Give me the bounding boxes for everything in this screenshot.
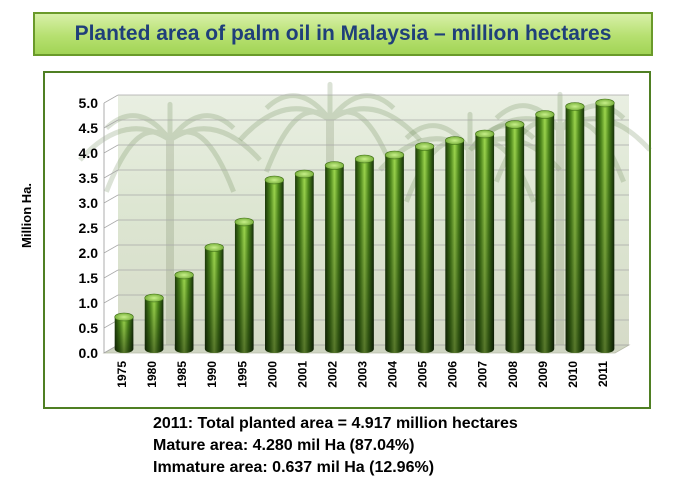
- bar: [144, 293, 164, 353]
- bar-shade: [595, 103, 615, 353]
- bar-cap: [414, 142, 435, 151]
- bar-cap: [324, 161, 345, 170]
- bar-cap: [114, 312, 134, 322]
- bar-cap: [565, 102, 585, 111]
- bar: [294, 169, 315, 353]
- bar-cap: [234, 217, 254, 227]
- y-tick-label: 4.5: [79, 120, 99, 136]
- bar-cap: [354, 154, 375, 164]
- bar-shade: [114, 317, 134, 353]
- summary-notes: 2011: Total planted area = 4.917 million…: [153, 413, 518, 479]
- x-tick-label: 2001: [295, 361, 309, 388]
- bar-shade: [385, 155, 404, 353]
- bar-cap: [384, 150, 405, 160]
- bar: [204, 243, 224, 353]
- palm-silhouette: [78, 101, 262, 345]
- bar-shade: [234, 222, 254, 353]
- bar-cap: [264, 175, 284, 185]
- bar: [324, 161, 345, 353]
- bar-shade: [265, 180, 284, 353]
- x-tick-label: 2004: [386, 361, 400, 388]
- bar: [475, 129, 495, 353]
- x-tick-label: 2003: [356, 361, 370, 388]
- bar-cap: [144, 293, 164, 303]
- y-tick-label: 1.0: [79, 295, 99, 311]
- bar-cap: [174, 270, 194, 280]
- bar: [595, 98, 615, 353]
- x-tick-label: 2010: [566, 361, 580, 388]
- bar: [384, 150, 405, 353]
- gridline-side: [103, 194, 119, 204]
- gridline-side: [103, 119, 119, 129]
- bar-cap: [204, 243, 224, 252]
- bar-shade: [174, 275, 194, 353]
- bar: [174, 270, 194, 353]
- gridline-side: [103, 169, 119, 179]
- x-tick-label: 2002: [325, 361, 339, 388]
- bar-shade: [505, 124, 525, 353]
- gridline-side: [103, 219, 119, 229]
- gridline-side: [103, 144, 119, 154]
- bar: [354, 154, 375, 353]
- y-tick-label: 0.0: [79, 345, 99, 361]
- bar-shade: [295, 174, 314, 353]
- bar: [565, 102, 585, 353]
- y-tick-label: 5.0: [79, 95, 99, 111]
- bar: [414, 142, 435, 353]
- bar-shade: [144, 298, 164, 353]
- x-tick-label: 1985: [175, 361, 189, 388]
- gridline-side: [103, 244, 119, 254]
- gridline-side: [103, 269, 119, 279]
- y-tick-label: 4.0: [79, 145, 99, 161]
- chart-title-banner: Planted area of palm oil in Malaysia – m…: [33, 12, 653, 56]
- total-area-note: 2011: Total planted area = 4.917 million…: [153, 415, 518, 432]
- x-tick-label: 1995: [235, 361, 249, 388]
- bar: [535, 110, 555, 353]
- y-tick-label: 2.5: [79, 220, 99, 236]
- x-tick-label: 2005: [416, 361, 430, 388]
- x-tick-label: 1980: [145, 361, 159, 388]
- bar-cap: [505, 120, 525, 129]
- x-tick-label: 2011: [596, 361, 610, 387]
- bar-cap: [294, 169, 315, 179]
- bar: [114, 312, 134, 353]
- bar-cap: [595, 98, 615, 108]
- x-tick-label: 2007: [476, 361, 490, 388]
- bar-shade: [325, 165, 344, 353]
- y-tick-label: 2.0: [79, 245, 99, 261]
- bar-shade: [445, 140, 464, 353]
- gridline-side: [103, 294, 119, 304]
- bar: [445, 136, 465, 353]
- bar-shade: [565, 106, 585, 353]
- x-tick-label: 2008: [506, 361, 520, 388]
- bar-shade: [475, 134, 495, 353]
- gridline-side: [103, 94, 119, 104]
- bar-shade: [204, 247, 224, 353]
- y-tick-label: 0.5: [79, 320, 99, 336]
- bar-shade: [535, 114, 555, 353]
- bar-shade: [415, 146, 434, 353]
- bar-cap: [475, 129, 495, 139]
- y-tick-label: 1.5: [79, 270, 99, 286]
- chart-title: Planted area of palm oil in Malaysia – m…: [74, 22, 612, 45]
- y-tick-label: 3.5: [79, 170, 99, 186]
- x-tick-label: 1990: [205, 361, 219, 388]
- bar-shade: [355, 159, 374, 353]
- x-tick-label: 1975: [115, 361, 129, 388]
- bar-cap: [445, 136, 465, 145]
- bar: [264, 175, 284, 353]
- immature-area-note: Immature area: 0.637 mil Ha (12.96%): [153, 459, 435, 476]
- mature-area-note: Mature area: 4.280 mil Ha (87.04%): [153, 437, 415, 454]
- bar-cap: [535, 110, 555, 119]
- x-tick-label: 2000: [265, 361, 279, 388]
- x-tick-label: 2009: [536, 361, 550, 388]
- y-tick-label: 3.0: [79, 195, 99, 211]
- bar: [505, 120, 525, 353]
- x-tick-label: 2006: [446, 361, 460, 388]
- bar: [234, 217, 254, 353]
